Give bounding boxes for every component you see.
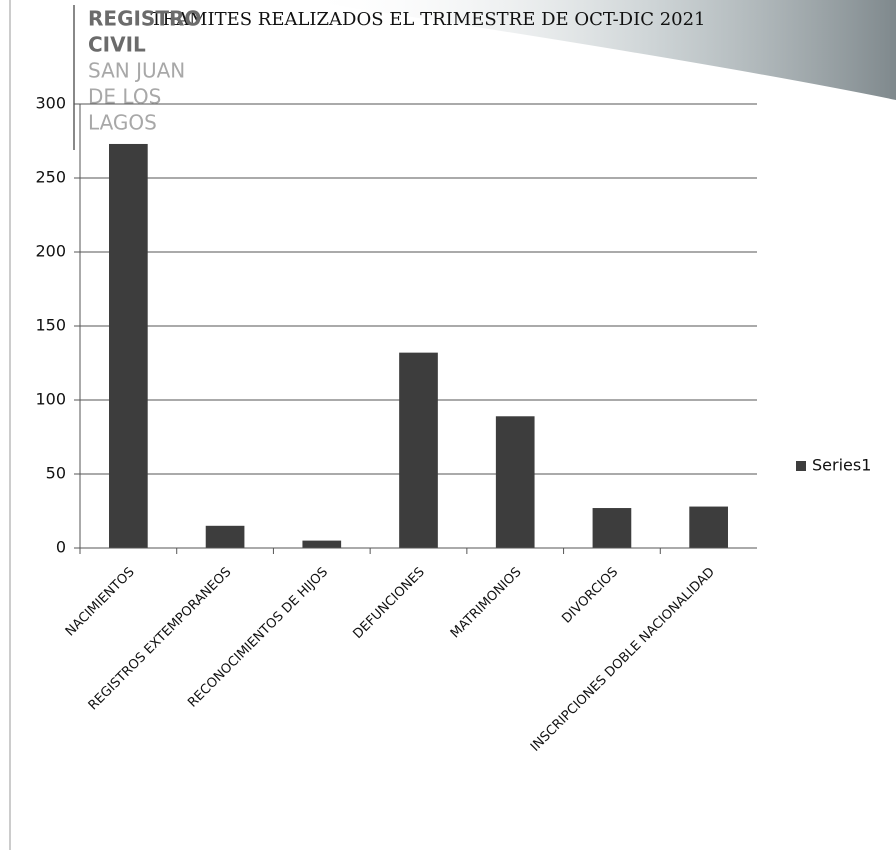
logo-text: LAGOS xyxy=(88,111,157,135)
x-tick-label: DIVORCIOS xyxy=(559,565,621,627)
bar xyxy=(399,352,438,548)
y-tick-label: 50 xyxy=(46,464,66,483)
bar xyxy=(205,525,245,548)
header-band xyxy=(300,0,896,100)
chart-title: TRAMITES REALIZADOS EL TRIMESTRE DE OCT-… xyxy=(150,9,705,30)
logo-text: CIVIL xyxy=(88,33,146,57)
y-tick-label: 100 xyxy=(35,390,66,409)
x-tick-label: INSCRIPCIONES DOBLE NACIONALIDAD xyxy=(528,565,718,755)
bar xyxy=(689,506,728,548)
logo-text: SAN JUAN xyxy=(88,59,185,83)
y-tick-label: 300 xyxy=(35,94,66,113)
x-tick-label: MATRIMONIOS xyxy=(448,565,525,642)
bar xyxy=(495,416,535,548)
legend-swatch xyxy=(796,461,806,471)
y-tick-label: 250 xyxy=(35,168,66,187)
bar xyxy=(109,143,148,548)
x-tick-label: NACIMIENTOS xyxy=(63,565,138,640)
logo-text: REGISTRO xyxy=(88,7,201,31)
y-tick-label: 150 xyxy=(35,316,66,335)
y-tick-label: 200 xyxy=(35,242,66,261)
bar xyxy=(302,540,342,548)
y-tick-label: 0 xyxy=(56,538,66,557)
legend-label: Series1 xyxy=(812,456,871,475)
x-tick-label: DEFUNCIONES xyxy=(351,565,428,642)
bar xyxy=(592,508,632,548)
logo-text: DE LOS xyxy=(88,85,161,109)
